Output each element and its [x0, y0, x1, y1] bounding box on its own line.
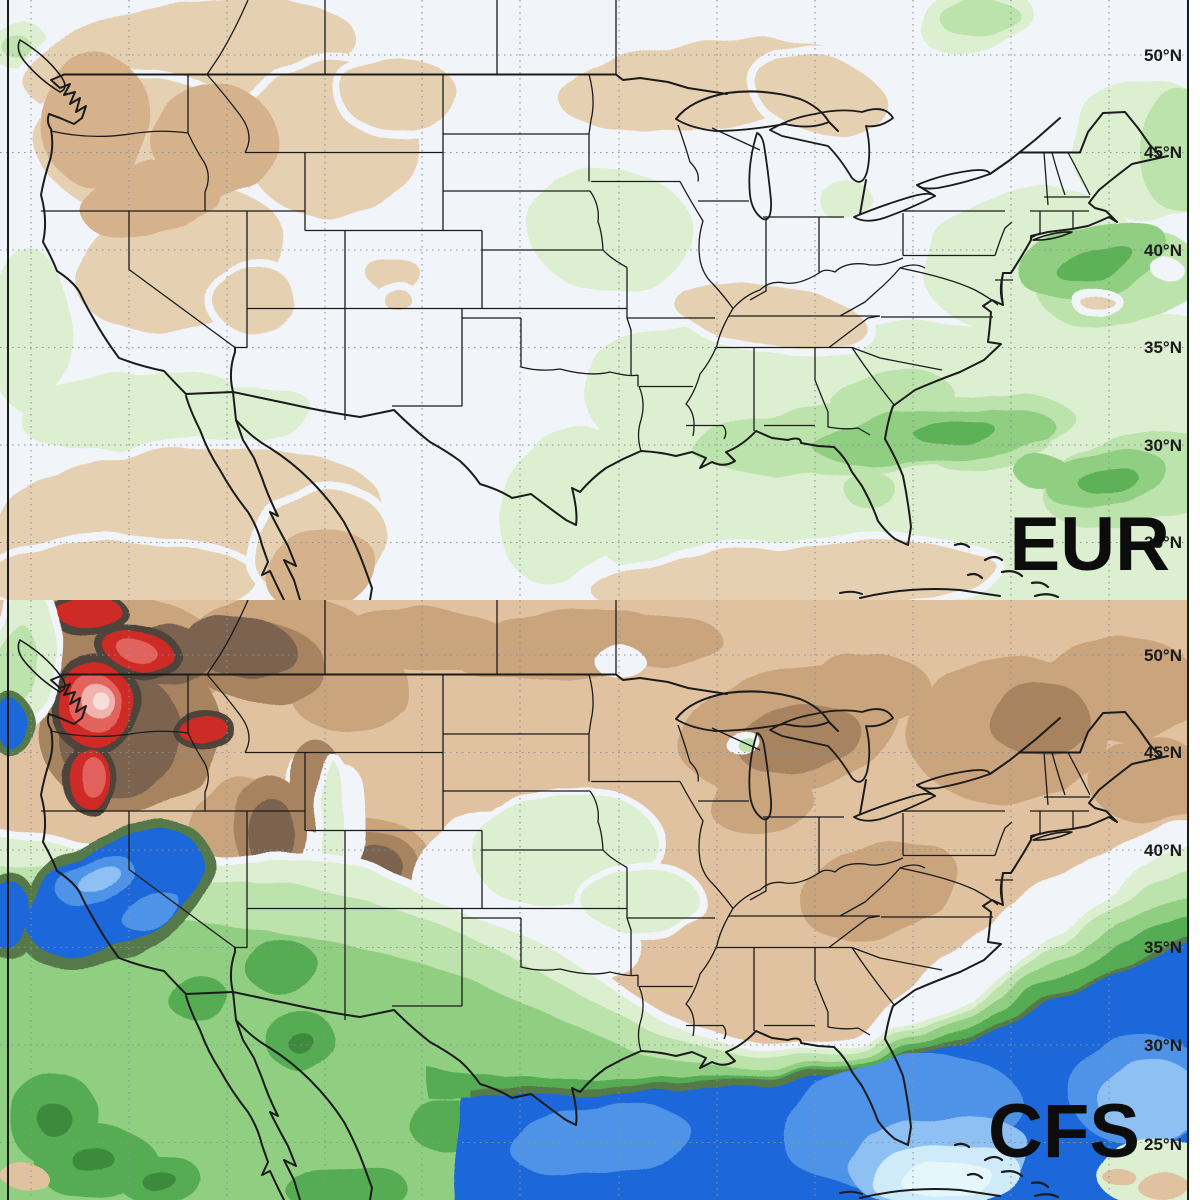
eur-lat-25n: 25°N: [1144, 533, 1182, 552]
cfs-right-margin: [1188, 600, 1200, 1200]
eur-frame: [7, 0, 1189, 600]
cfs-dry-anomaly-shading: [0, 600, 1200, 1046]
cfs-lat-30n: 30°N: [1144, 1036, 1182, 1055]
eur-lat-45n: 45°N: [1144, 143, 1182, 162]
eur-lat-50n: 50°N: [1144, 46, 1182, 65]
eur-lat-40n: 40°N: [1144, 241, 1182, 260]
cfs-lat-50n: 50°N: [1144, 646, 1182, 665]
cfs-latitude-labels: 50°N 45°N 40°N 35°N 30°N 25°N: [1144, 646, 1182, 1154]
panel-eur: 50°N 45°N 40°N 35°N 30°N 25°N EUR: [0, 0, 1200, 600]
panel-cfs: 50°N 45°N 40°N 35°N 30°N 25°N CFS: [0, 600, 1200, 1200]
cfs-lat-35n: 35°N: [1144, 938, 1182, 957]
eur-model-label: EUR: [1010, 502, 1170, 587]
eur-lat-35n: 35°N: [1144, 338, 1182, 357]
eur-precip-anomaly-map: 50°N 45°N 40°N 35°N 30°N 25°N EUR: [0, 0, 1200, 600]
eur-dry-anomaly-shading: [0, 0, 1122, 600]
eur-right-margin: [1188, 0, 1200, 600]
cfs-lat-25n: 25°N: [1144, 1135, 1182, 1154]
cfs-lat-45n: 45°N: [1144, 743, 1182, 762]
cfs-lat-40n: 40°N: [1144, 841, 1182, 860]
cfs-precip-anomaly-map: 50°N 45°N 40°N 35°N 30°N 25°N CFS: [0, 600, 1200, 1200]
eur-lat-30n: 30°N: [1144, 436, 1182, 455]
eur-latitude-labels: 50°N 45°N 40°N 35°N 30°N 25°N: [1144, 46, 1182, 552]
cfs-frame: [7, 600, 1189, 1200]
cfs-model-label: CFS: [988, 1089, 1140, 1174]
